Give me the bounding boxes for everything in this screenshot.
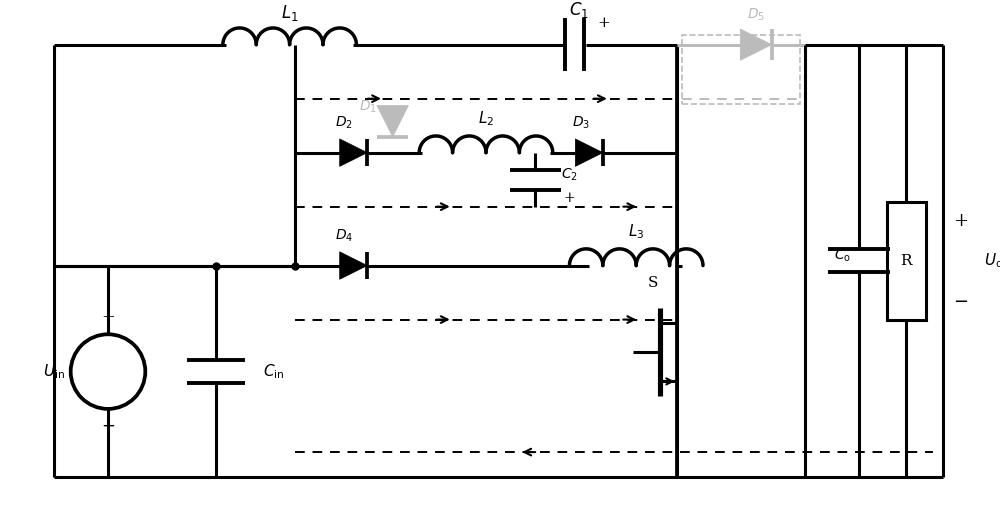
Text: R: R (900, 254, 912, 268)
Text: +: + (101, 309, 115, 326)
Text: $D_4$: $D_4$ (335, 228, 353, 244)
Bar (887, 202, 926, 319)
Polygon shape (377, 106, 408, 137)
Text: $D_5$: $D_5$ (747, 7, 765, 23)
Text: $C_{\rm o}$: $C_{\rm o}$ (834, 248, 851, 264)
Polygon shape (340, 139, 367, 166)
Polygon shape (575, 139, 603, 166)
Text: $D_2$: $D_2$ (335, 115, 353, 132)
Text: $U_{\rm in}$: $U_{\rm in}$ (43, 362, 65, 381)
Text: +: + (597, 16, 610, 30)
Text: $D_1$: $D_1$ (359, 99, 377, 115)
Text: $D_3$: $D_3$ (572, 115, 590, 132)
Text: $C_2$: $C_2$ (561, 167, 578, 183)
Text: S: S (648, 276, 658, 290)
Text: $C_{\rm in}$: $C_{\rm in}$ (263, 362, 285, 381)
Text: +: + (564, 191, 575, 205)
Text: $C_1$: $C_1$ (569, 1, 589, 20)
Text: $L_2$: $L_2$ (478, 109, 494, 127)
Text: $-$: $-$ (101, 417, 115, 434)
Polygon shape (340, 252, 367, 279)
Text: $L_1$: $L_1$ (281, 3, 298, 23)
Text: +: + (953, 213, 968, 230)
Text: $U_{\rm o}$: $U_{\rm o}$ (984, 251, 1000, 270)
Text: $-$: $-$ (953, 291, 968, 309)
Polygon shape (740, 29, 772, 60)
Text: $L_3$: $L_3$ (628, 222, 644, 240)
